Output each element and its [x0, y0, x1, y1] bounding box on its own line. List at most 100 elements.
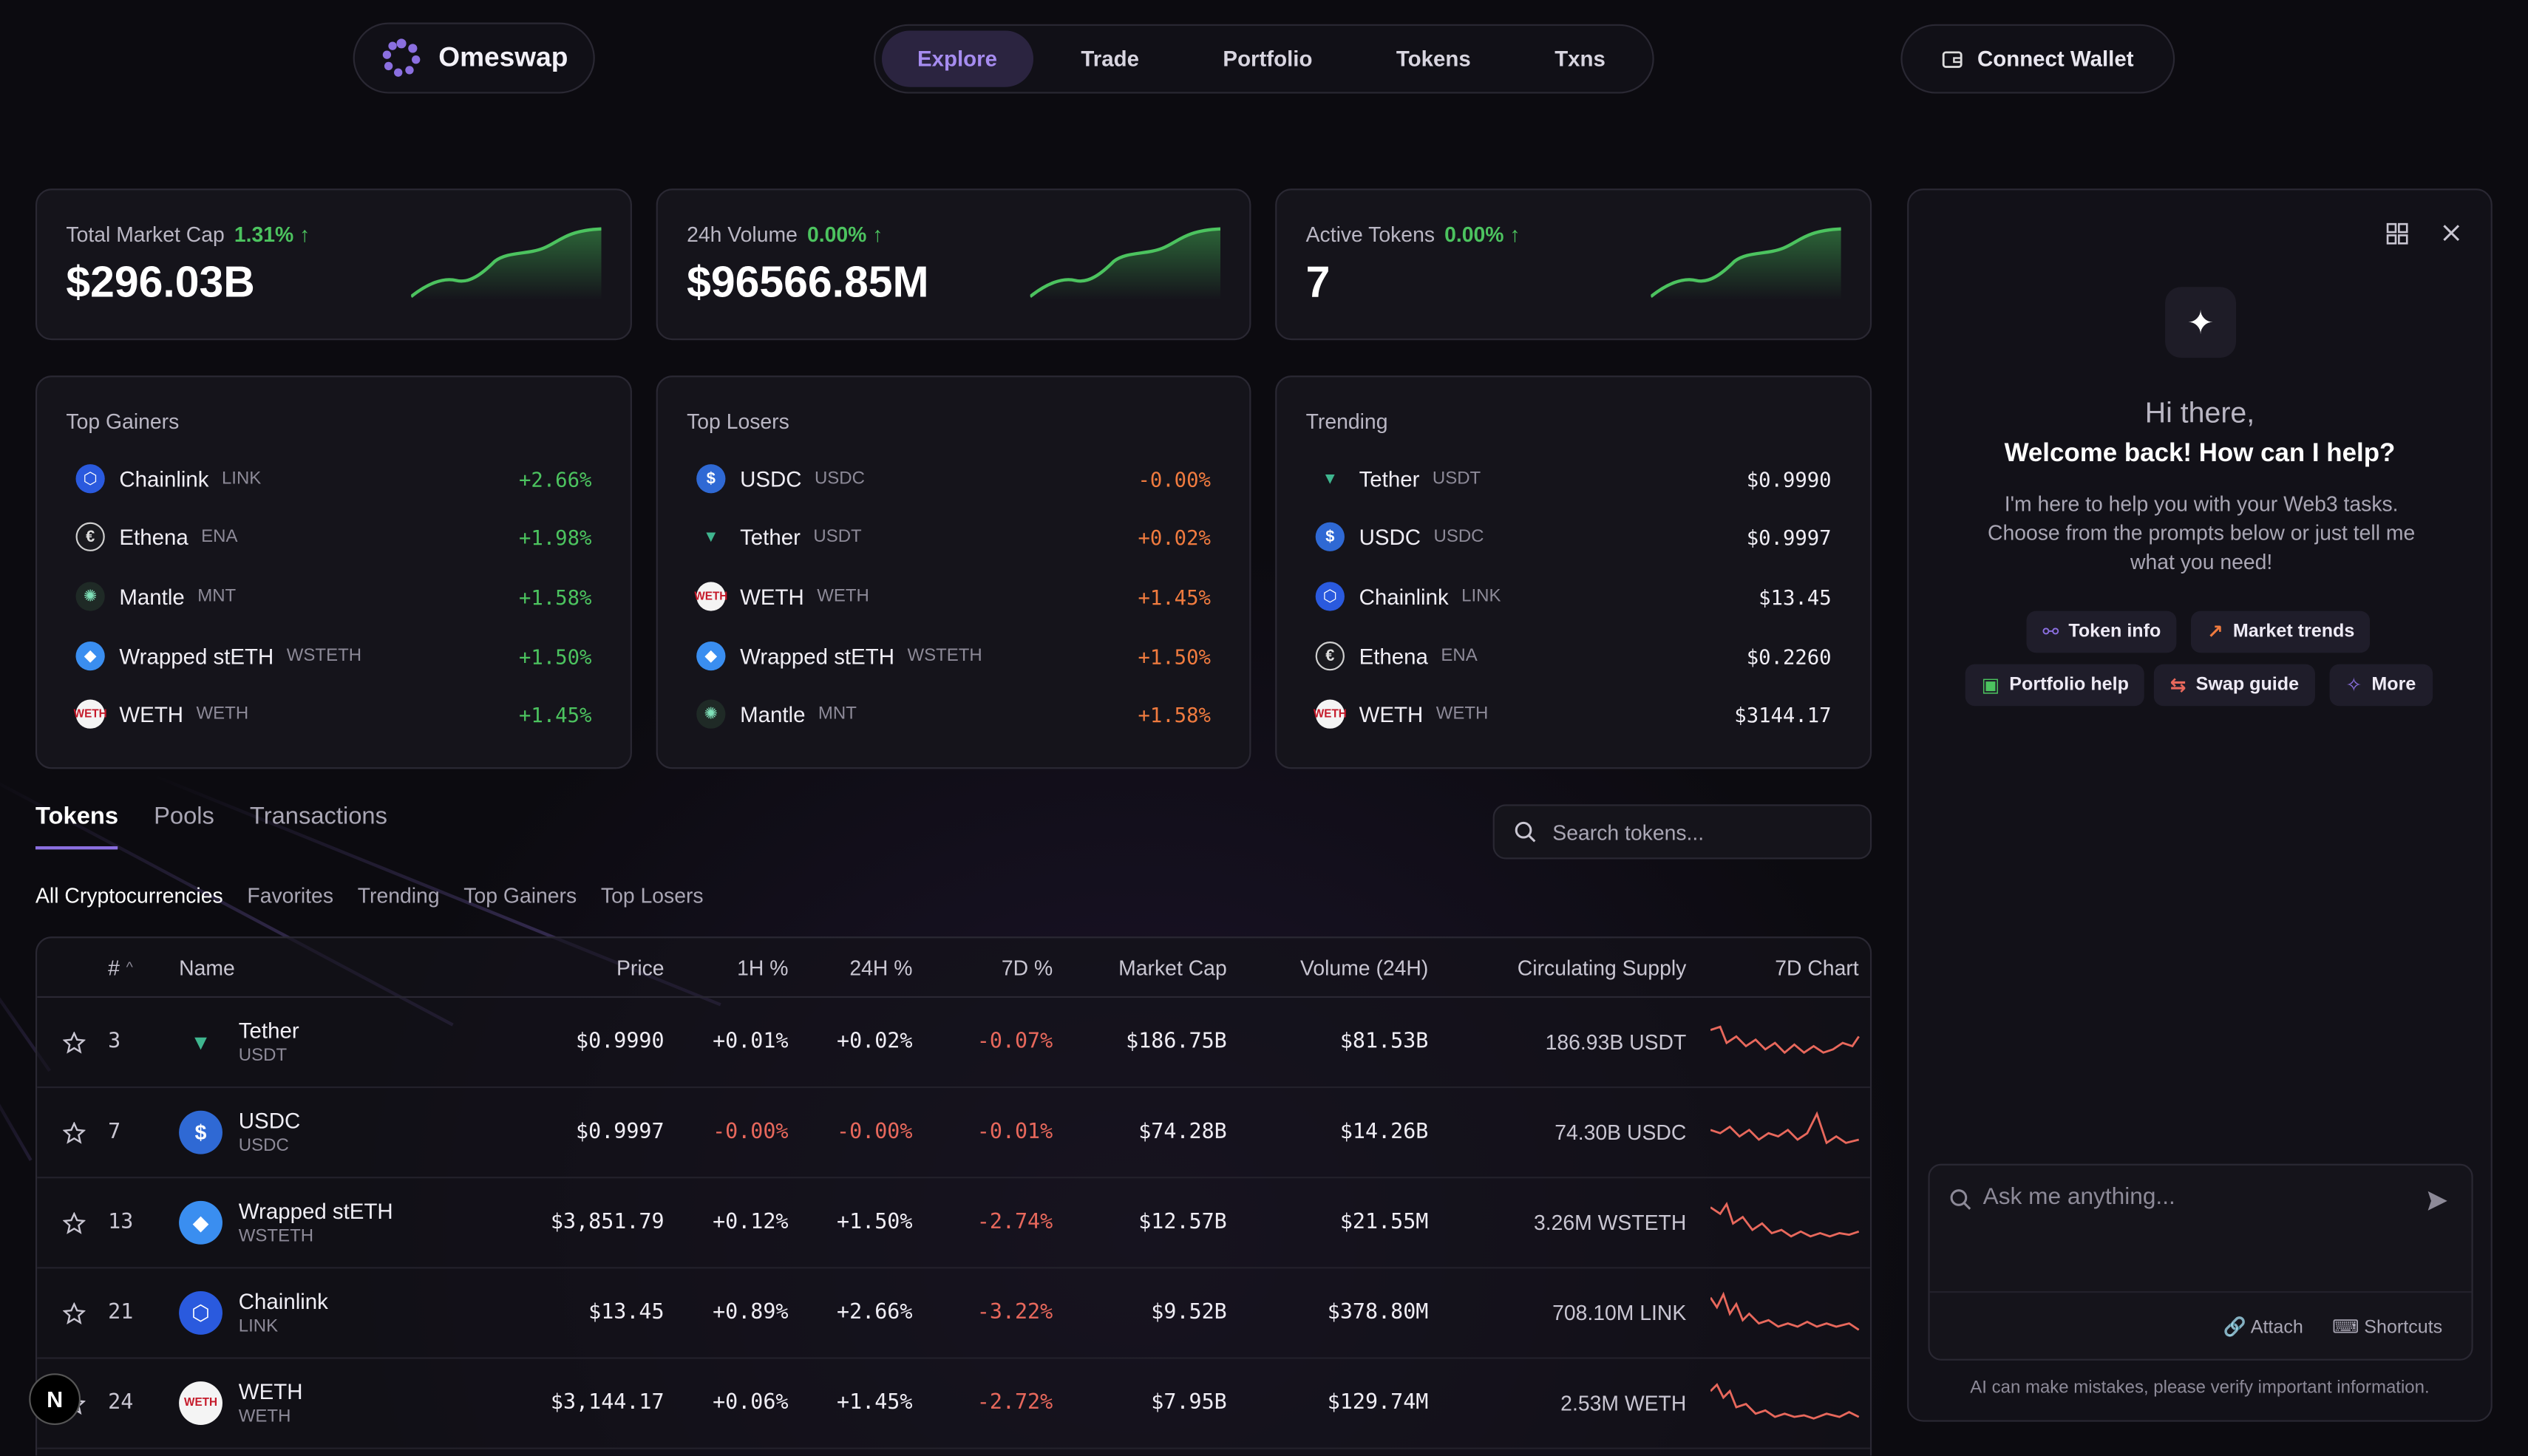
- ethena-icon: €: [1315, 642, 1345, 671]
- col-market-cap[interactable]: Market Cap: [1118, 955, 1227, 979]
- grid-icon[interactable]: [2386, 222, 2409, 245]
- token-symbol: MNT: [818, 704, 857, 724]
- filter-favorites[interactable]: Favorites: [247, 883, 334, 908]
- table-row[interactable]: 3 ▼ Tether USDT $0.9990 +0.01% +0.02% -0.07% $18…: [37, 998, 1870, 1089]
- connect-wallet-button[interactable]: Connect Wallet: [1900, 24, 2175, 94]
- chat-input[interactable]: [1982, 1185, 2419, 1211]
- token-change: +1.45%: [1138, 584, 1211, 609]
- send-icon[interactable]: [2426, 1190, 2449, 1213]
- col-volume[interactable]: Volume (24H): [1300, 955, 1429, 979]
- token-name: Tether: [740, 524, 801, 549]
- star-icon[interactable]: [56, 1088, 92, 1177]
- token-price: $0.2260: [1746, 644, 1832, 669]
- table-row[interactable]: 24 WETH WETH WETH $3,144.17 +0.06% +1.45% -2.72…: [37, 1359, 1870, 1449]
- token-market-cap: $12.57B: [1138, 1210, 1227, 1235]
- ethena-icon: €: [75, 522, 105, 551]
- tokens-table: # ^ Name Price 1H % 24H % 7D % Market Cap…: [35, 936, 1872, 1456]
- prompt-token-info[interactable]: ⚯ Token info: [2026, 610, 2178, 653]
- close-icon[interactable]: [2441, 222, 2461, 243]
- dev-badge[interactable]: N: [29, 1373, 81, 1426]
- token-name: Wrapped stETH: [740, 644, 895, 669]
- prompt-more[interactable]: ✧ More: [2329, 664, 2433, 707]
- star-icon[interactable]: [56, 998, 92, 1086]
- col-supply[interactable]: Circulating Supply: [1517, 955, 1687, 979]
- usdc-icon: $: [1315, 522, 1345, 551]
- prompt-market-trends[interactable]: ↗ Market trends: [2190, 610, 2371, 653]
- weth-icon: WETH: [694, 582, 727, 611]
- table-row[interactable]: 21 ⬡ Chainlink LINK $13.45 +0.89% +2.66% -3.22%…: [37, 1268, 1870, 1359]
- star-icon[interactable]: [56, 1178, 92, 1267]
- list-item[interactable]: € Ethena ENA +1.98%: [75, 519, 591, 554]
- prompt-swap-guide[interactable]: ⇆ Swap guide: [2153, 664, 2315, 707]
- filter-top-gainers[interactable]: Top Gainers: [463, 883, 577, 908]
- token-market-cap: $74.28B: [1138, 1120, 1227, 1145]
- token-symbol: USDC: [1433, 527, 1484, 547]
- token-7d: -0.01%: [976, 1120, 1053, 1145]
- filter-all[interactable]: All Cryptocurrencies: [35, 883, 223, 908]
- sparkline-chart: [1710, 998, 1862, 1086]
- stat-label: 24h Volume 0.00% ↑: [687, 222, 883, 247]
- table-row[interactable]: 13 ◆ Wrapped stETH WSTETH $3,851.79 +0.12% +1.…: [37, 1178, 1870, 1269]
- list-item[interactable]: ▼ Tether USDT +0.02%: [696, 519, 1211, 554]
- token-name: WETH: [119, 701, 184, 727]
- list-item[interactable]: WETH WETH WETH $3144.17: [1314, 696, 1832, 732]
- list-item[interactable]: ✺ Mantle MNT +1.58%: [696, 696, 1211, 732]
- token-24h: -0.00%: [837, 1120, 913, 1145]
- token-1h: -0.00%: [713, 1120, 789, 1145]
- token-volume: $81.53B: [1339, 1030, 1429, 1055]
- list-item[interactable]: WETH WETH WETH +1.45%: [694, 579, 1211, 614]
- token-7d: -3.22%: [976, 1301, 1053, 1325]
- nav-trade[interactable]: Trade: [1081, 47, 1140, 71]
- nav-portfolio[interactable]: Portfolio: [1223, 47, 1313, 71]
- list-item[interactable]: $ USDC USDC -0.00%: [696, 461, 1211, 497]
- col-price[interactable]: Price: [616, 955, 665, 979]
- token-symbol: LINK: [1461, 586, 1501, 607]
- list-item[interactable]: ✺ Mantle MNT +1.58%: [75, 579, 591, 614]
- token-7d: -2.74%: [976, 1210, 1053, 1235]
- omeswap-logo-icon: [382, 38, 421, 77]
- col-1h[interactable]: 1H %: [737, 955, 789, 979]
- list-item[interactable]: ⬡ Chainlink LINK +2.66%: [75, 461, 591, 497]
- stat-card-market-cap: Total Market Cap 1.31% ↑ $296.03B: [35, 188, 632, 341]
- wallet-icon: ▣: [1981, 673, 2000, 697]
- list-item[interactable]: $ USDC USDC $0.9997: [1315, 519, 1832, 554]
- list-item[interactable]: ▼ Tether USDT $0.9990: [1316, 461, 1832, 497]
- col-rank[interactable]: # ^: [108, 955, 133, 979]
- star-icon[interactable]: [56, 1268, 92, 1357]
- token-name-cell: Tether USDT: [239, 998, 299, 1086]
- tab-tokens[interactable]: Tokens: [35, 803, 119, 850]
- token-symbol: WSTETH: [286, 646, 362, 666]
- nav-explore[interactable]: Explore: [882, 30, 1033, 87]
- filter-trending[interactable]: Trending: [357, 883, 440, 908]
- table-row[interactable]: 7 $ USDC USDC $0.9997 -0.00% -0.00% -0.01% $74.2…: [37, 1088, 1870, 1179]
- brand-logo[interactable]: Omeswap: [353, 22, 595, 94]
- shortcuts-button[interactable]: ⌨ Shortcuts: [2332, 1317, 2443, 1338]
- filter-top-losers[interactable]: Top Losers: [600, 883, 704, 908]
- list-item[interactable]: ⬡ Chainlink LINK $13.45: [1315, 579, 1832, 614]
- tab-pools[interactable]: Pools: [154, 803, 214, 831]
- col-24h[interactable]: 24H %: [849, 955, 913, 979]
- search-input[interactable]: [1552, 820, 1843, 844]
- chainlink-icon: ⬡: [1315, 582, 1345, 611]
- col-7d-chart: 7D Chart: [1775, 955, 1859, 979]
- chainlink-icon: ⬡: [75, 464, 105, 494]
- tab-transactions[interactable]: Transactions: [249, 803, 387, 831]
- stat-change: 1.31% ↑: [234, 222, 310, 247]
- weth-icon: WETH: [1314, 699, 1347, 729]
- token-24h: +1.45%: [837, 1391, 913, 1415]
- nav-tokens[interactable]: Tokens: [1396, 47, 1471, 71]
- list-item[interactable]: € Ethena ENA $0.2260: [1315, 639, 1832, 674]
- list-item[interactable]: ◆ Wrapped stETH WSTETH +1.50%: [75, 639, 591, 674]
- list-item[interactable]: WETH WETH WETH +1.45%: [74, 696, 591, 732]
- col-7d[interactable]: 7D %: [1001, 955, 1053, 979]
- weth-icon: WETH: [179, 1381, 222, 1426]
- top-gainers-card: Top Gainers ⬡ Chainlink LINK +2.66% € Ethena…: [35, 375, 632, 769]
- list-item[interactable]: ◆ Wrapped stETH WSTETH +1.50%: [696, 639, 1211, 674]
- col-name[interactable]: Name: [179, 955, 235, 979]
- attach-button[interactable]: 🔗 Attach: [2223, 1317, 2303, 1338]
- token-rank: 7: [108, 1120, 121, 1145]
- nav-txns[interactable]: Txns: [1554, 47, 1606, 71]
- token-price: $0.9990: [576, 1030, 665, 1055]
- token-price: $0.9997: [1746, 524, 1832, 549]
- prompt-portfolio-help[interactable]: ▣ Portfolio help: [1965, 664, 2145, 707]
